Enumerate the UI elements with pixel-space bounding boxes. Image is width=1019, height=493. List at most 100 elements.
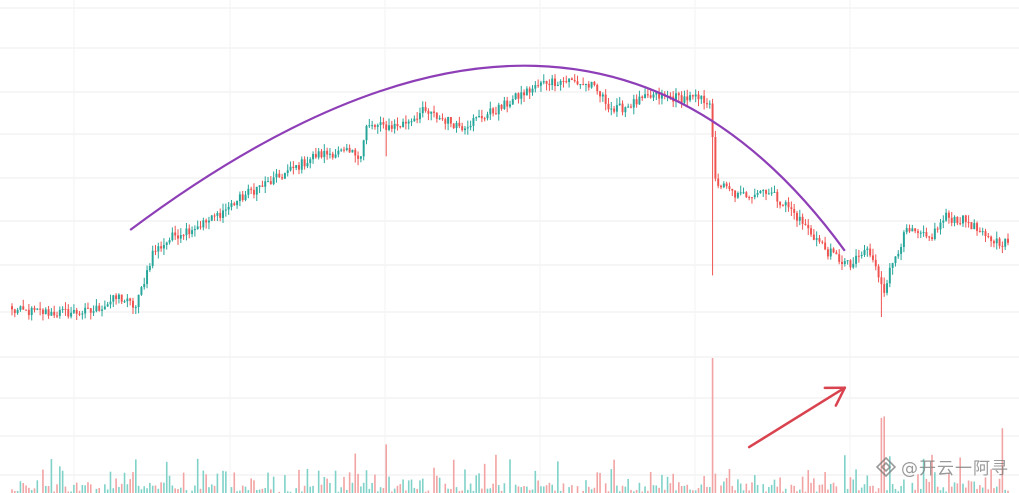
candle-body <box>824 242 827 250</box>
volume-bar <box>635 490 638 493</box>
volume-bar <box>770 484 773 493</box>
volume-bar <box>70 491 72 493</box>
arrow-head <box>834 386 847 407</box>
candle-body <box>236 201 239 206</box>
volume-bar <box>120 483 123 493</box>
candle-body <box>486 114 489 119</box>
volume-bar <box>900 486 902 493</box>
volume-bar <box>587 486 590 493</box>
watermark-text: @开云一阿寻 <box>901 459 1009 479</box>
volume-bar <box>405 490 407 493</box>
volume-bar <box>599 472 601 493</box>
volume-bar <box>711 358 714 493</box>
volume-bar <box>509 459 511 493</box>
candle-body <box>247 188 250 195</box>
annotation-arrow <box>747 386 847 449</box>
volume-bar <box>388 476 390 493</box>
volume-bar <box>343 476 345 493</box>
candle-body <box>967 222 970 224</box>
candle-body <box>413 118 416 122</box>
candle-body <box>323 150 326 158</box>
candle-body <box>615 105 618 112</box>
candle-body <box>765 190 768 194</box>
volume-bar <box>742 490 745 493</box>
volume-bar <box>762 484 765 493</box>
candle-body <box>939 222 942 230</box>
volume-bar <box>497 485 500 493</box>
volume-bar <box>137 485 140 493</box>
volume-bar <box>551 484 554 493</box>
volume-bar <box>956 483 959 493</box>
volume-bar <box>393 488 396 493</box>
candle-body <box>869 248 872 256</box>
candle-body <box>644 94 647 99</box>
candle-body <box>154 250 157 252</box>
volume-bar <box>143 486 146 493</box>
volume-bar <box>514 484 517 493</box>
candle-body <box>748 197 751 199</box>
candle-body <box>331 153 334 158</box>
candle-body <box>120 294 123 302</box>
candle-body <box>601 94 604 97</box>
candle-body <box>492 108 495 114</box>
candle-body <box>469 125 472 128</box>
candle-body <box>67 309 70 317</box>
candle-body <box>1004 238 1007 247</box>
candle-body <box>841 261 843 265</box>
volume-bar <box>146 488 148 493</box>
candle-body <box>548 83 551 86</box>
volume-bar <box>47 486 50 493</box>
candle-body <box>388 125 391 130</box>
volume-bar <box>638 482 641 493</box>
volume-bar <box>98 487 101 493</box>
volume-bar <box>849 477 852 493</box>
volume-bar <box>934 472 936 493</box>
volume-bar <box>104 484 106 493</box>
volume-bar <box>939 490 942 493</box>
candle-body <box>112 295 115 302</box>
candle-body <box>16 309 19 314</box>
volume-bar <box>444 483 447 493</box>
candle-body <box>25 309 28 311</box>
candle-body <box>267 181 270 183</box>
candle-body <box>1001 245 1004 247</box>
volume-bar <box>995 486 998 493</box>
volume-bar <box>89 484 92 493</box>
volume-bar <box>59 466 61 493</box>
candle-body <box>916 231 919 233</box>
candle-body <box>956 216 959 224</box>
candle-body <box>762 190 765 192</box>
volume-bar <box>973 481 976 493</box>
candle-body <box>534 85 537 89</box>
candle-body <box>705 103 708 105</box>
volume-series <box>11 358 1009 493</box>
volume-bar <box>464 469 466 493</box>
candle-body <box>244 194 247 201</box>
candle-body <box>509 104 511 107</box>
volume-bar <box>663 489 666 493</box>
volume-bar <box>801 476 804 493</box>
candle-body <box>1007 238 1009 243</box>
candle-body <box>826 249 829 257</box>
volume-bar <box>582 490 584 493</box>
volume-bar <box>112 488 115 493</box>
candle-body <box>829 248 832 257</box>
volume-bar <box>990 469 992 493</box>
candle-body <box>739 192 742 194</box>
volume-bar <box>368 488 371 493</box>
volume-bar <box>303 485 306 493</box>
candle-body <box>877 266 880 278</box>
volume-bar <box>56 484 58 493</box>
candle-body <box>632 99 635 108</box>
volume-bar <box>337 491 340 493</box>
volume-bar <box>376 491 379 493</box>
volume-bar <box>962 483 964 493</box>
candle-body <box>638 96 641 105</box>
volume-bar <box>475 475 478 493</box>
candle-body <box>641 96 644 99</box>
candle-body <box>385 124 388 130</box>
candle-body <box>981 231 984 233</box>
candle-body <box>950 217 953 223</box>
volume-bar <box>478 473 480 493</box>
volume-bar <box>213 485 216 493</box>
